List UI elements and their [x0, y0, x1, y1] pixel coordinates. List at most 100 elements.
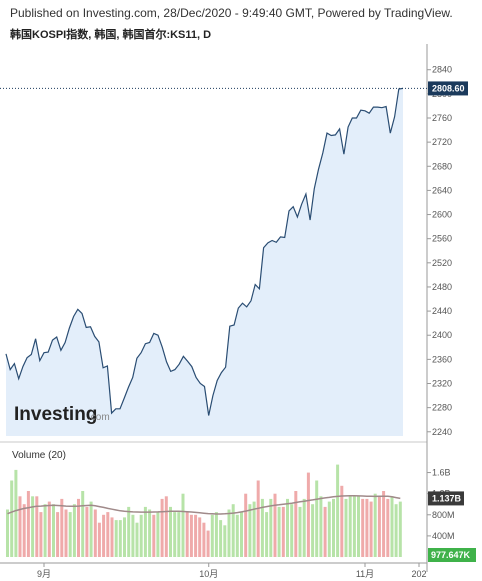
volume-bar: [26, 491, 30, 557]
volume-bar: [231, 504, 235, 557]
volume-bar: [244, 493, 248, 557]
volume-bar: [106, 512, 110, 557]
volume-bar: [81, 491, 85, 557]
volume-bar: [306, 472, 310, 557]
volume-bar: [85, 506, 89, 557]
volume-bar: [260, 498, 264, 557]
price-tick-label: 2600: [432, 210, 452, 220]
price-area: [6, 88, 403, 437]
price-tick-label: 2680: [432, 161, 452, 171]
volume-bar: [181, 493, 185, 557]
volume-bar: [148, 509, 152, 557]
volume-bar: [56, 512, 60, 557]
price-tick-label: 2240: [432, 427, 452, 437]
volume-bar: [131, 514, 135, 557]
volume-bar: [160, 498, 164, 557]
volume-bar: [290, 504, 294, 557]
volume-bar: [6, 509, 9, 557]
volume-bar: [344, 498, 348, 557]
volume-bar: [194, 514, 198, 557]
volume-tick-label: 1.6B: [432, 468, 451, 478]
volume-title: Volume (20): [12, 450, 66, 461]
volume-bar: [22, 504, 26, 557]
volume-ma-label: 1.137B: [432, 493, 462, 503]
time-tick-label: 9月: [37, 569, 51, 579]
volume-bar: [352, 496, 356, 557]
price-tick-label: 2520: [432, 258, 452, 268]
volume-bar: [110, 517, 114, 557]
volume-bar: [31, 496, 35, 557]
volume-bar: [164, 496, 168, 557]
volume-bar: [332, 498, 335, 557]
volume-ma-line: [7, 495, 401, 515]
volume-bar: [377, 496, 381, 557]
volume-bar: [93, 509, 97, 557]
volume-bar: [219, 520, 223, 557]
volume-tick-label: 800M: [432, 510, 455, 520]
volume-bar: [294, 491, 298, 557]
volume-bar: [156, 512, 160, 557]
volume-bar: [336, 464, 340, 557]
price-line: [5, 87, 404, 416]
last-price-label: 2808.60: [432, 83, 465, 93]
volume-bar: [277, 506, 281, 557]
volume-bar: [319, 496, 323, 557]
volume-bar: [315, 480, 319, 557]
volume-ma-badge: [428, 491, 464, 506]
price-tick-label: 2360: [432, 354, 452, 364]
volume-bar: [269, 498, 273, 557]
volume-bar: [152, 514, 156, 557]
volume-bar: [256, 480, 260, 557]
volume-bar: [357, 496, 360, 557]
volume-bar: [114, 520, 118, 557]
volume-bar: [64, 509, 68, 557]
volume-bar: [281, 506, 285, 557]
volume-bar: [47, 501, 51, 557]
volume-last-badge: [428, 548, 476, 562]
volume-bar: [198, 517, 202, 557]
volume-bar: [240, 512, 243, 557]
publish-info: Published on Investing.com, 28/Dec/2020 …: [10, 6, 453, 20]
volume-bar: [248, 504, 252, 557]
volume-bar: [177, 512, 181, 557]
symbol-title: 韩国KOSPI指数, 韩国, 韩国首尔:KS11, D: [10, 29, 212, 41]
volume-bar: [323, 506, 327, 557]
volume-bar: [43, 504, 47, 557]
volume-bar: [60, 498, 64, 557]
volume-last-label: 977.647K: [431, 550, 471, 560]
volume-bar: [77, 498, 80, 557]
volume-bar: [189, 514, 193, 557]
volume-bar: [89, 501, 93, 557]
volume-bar: [39, 512, 43, 557]
time-tick-label: 11月: [356, 569, 374, 579]
volume-bar: [227, 509, 231, 557]
price-tick-label: 2440: [432, 306, 452, 316]
price-tick-label: 2720: [432, 137, 452, 147]
volume-bar: [139, 514, 143, 557]
volume-bar: [252, 501, 256, 557]
time-tick-label: 202: [411, 569, 426, 579]
time-tick-label: 10月: [199, 569, 218, 579]
price-tick-label: 2840: [432, 65, 452, 75]
volume-bar: [52, 504, 55, 557]
logo-suffix: .com: [88, 412, 110, 423]
volume-bar: [398, 501, 402, 557]
volume-bar: [210, 514, 214, 557]
price-tick-label: 2640: [432, 185, 452, 195]
volume-bar: [340, 485, 344, 558]
volume-bar: [394, 504, 398, 557]
volume-bar: [206, 530, 210, 557]
volume-bar: [265, 512, 269, 557]
volume-bar: [18, 496, 22, 557]
volume-bar: [72, 504, 76, 557]
volume-bar: [390, 496, 394, 557]
price-tick-label: 2320: [432, 379, 452, 389]
volume-bar: [123, 517, 126, 557]
price-tick-label: 2760: [432, 113, 452, 123]
volume-bar: [286, 498, 289, 557]
volume-bar: [202, 522, 206, 557]
volume-bar: [298, 506, 302, 557]
volume-bar: [382, 491, 386, 557]
volume-bar: [35, 496, 39, 557]
